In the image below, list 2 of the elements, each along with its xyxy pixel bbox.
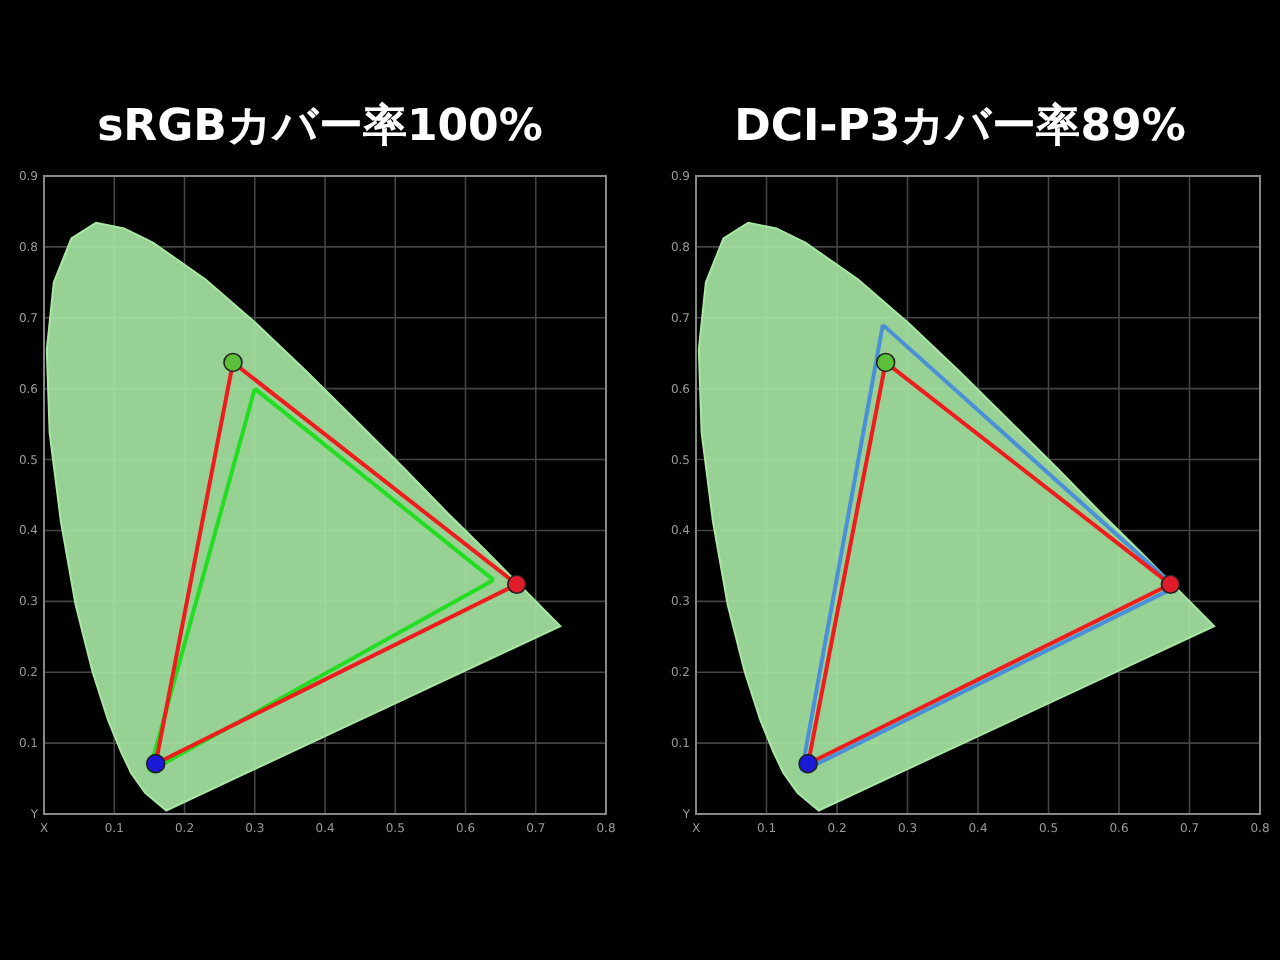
chart-title: DCI-P3カバー率89%: [734, 100, 1186, 152]
chart-title: sRGBカバー率100%: [97, 100, 543, 152]
